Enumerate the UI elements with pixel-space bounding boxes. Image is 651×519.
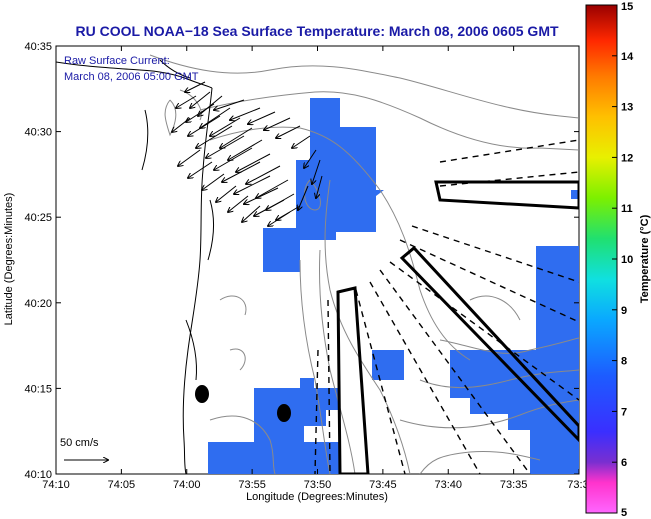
- sampling-boxes: [336, 180, 579, 474]
- colorbar-label: Temperature (°C): [639, 214, 651, 303]
- y-tick-label: 40:35: [24, 41, 52, 53]
- colorbar-tick-label: 8: [621, 356, 627, 368]
- map-title: RU COOL NOAA−18 Sea Surface Temperature:…: [75, 23, 559, 39]
- colorbar-tick-label: 6: [621, 457, 627, 469]
- coastline: [56, 59, 215, 474]
- x-tick-label: 73:45: [369, 479, 397, 491]
- colorbar-tick-label: 5: [621, 507, 627, 519]
- x-axis-ticks: 74:10 74:05 74:00 73:55 73:50 73:45 73:40 73:35…: [42, 46, 589, 491]
- y-tick-label: 40:30: [24, 127, 52, 139]
- x-tick-label: 74:05: [108, 479, 136, 491]
- x-axis-label: Longitude (Degrees:Minutes): [246, 491, 388, 503]
- colorbar-ticks: 15 14 13 12 11 10 9 8 7 6 5: [612, 1, 634, 519]
- colorbar-tick-label: 11: [621, 203, 633, 215]
- radial-dashed-lines: [314, 139, 579, 474]
- x-tick-label: 73:35: [500, 479, 528, 491]
- colorbar-tick-label: 12: [621, 152, 633, 164]
- x-tick-label: 73:40: [434, 479, 462, 491]
- colorbar-tick-label: 7: [621, 406, 627, 418]
- current-vectors: [172, 81, 323, 226]
- y-tick-label: 40:25: [24, 212, 52, 224]
- colorbar-tick-label: 13: [621, 102, 633, 114]
- station-marker: [195, 385, 209, 403]
- x-tick-label: 74:10: [42, 479, 70, 491]
- x-tick-label: 74:00: [173, 479, 201, 491]
- station-marker: [277, 404, 291, 422]
- inset-line1: Raw Surface Current:: [64, 55, 170, 67]
- colorbar-tick-label: 15: [621, 1, 633, 13]
- x-tick-label: 73:55: [238, 479, 266, 491]
- sst-patches: [208, 98, 579, 474]
- colorbar-tick-label: 14: [621, 51, 634, 63]
- scale-label: 50 cm/s: [60, 437, 99, 449]
- y-tick-label: 40:20: [24, 298, 52, 310]
- y-tick-label: 40:10: [24, 469, 52, 481]
- map-content: [56, 54, 579, 474]
- y-axis-ticks: 40:35 40:30 40:25 40:20 40:15 40:10: [24, 41, 579, 481]
- y-axis-label: Latitude (Degrees:Minutes): [3, 193, 15, 326]
- x-tick-label: 73:50: [304, 479, 332, 491]
- inset-line2: March 08, 2006 05:00 GMT: [64, 71, 199, 83]
- colorbar-tick-label: 10: [621, 254, 633, 266]
- y-tick-label: 40:15: [24, 383, 52, 395]
- x-tick-label: 73:3: [567, 479, 588, 491]
- colorbar-tick-label: 9: [621, 305, 627, 317]
